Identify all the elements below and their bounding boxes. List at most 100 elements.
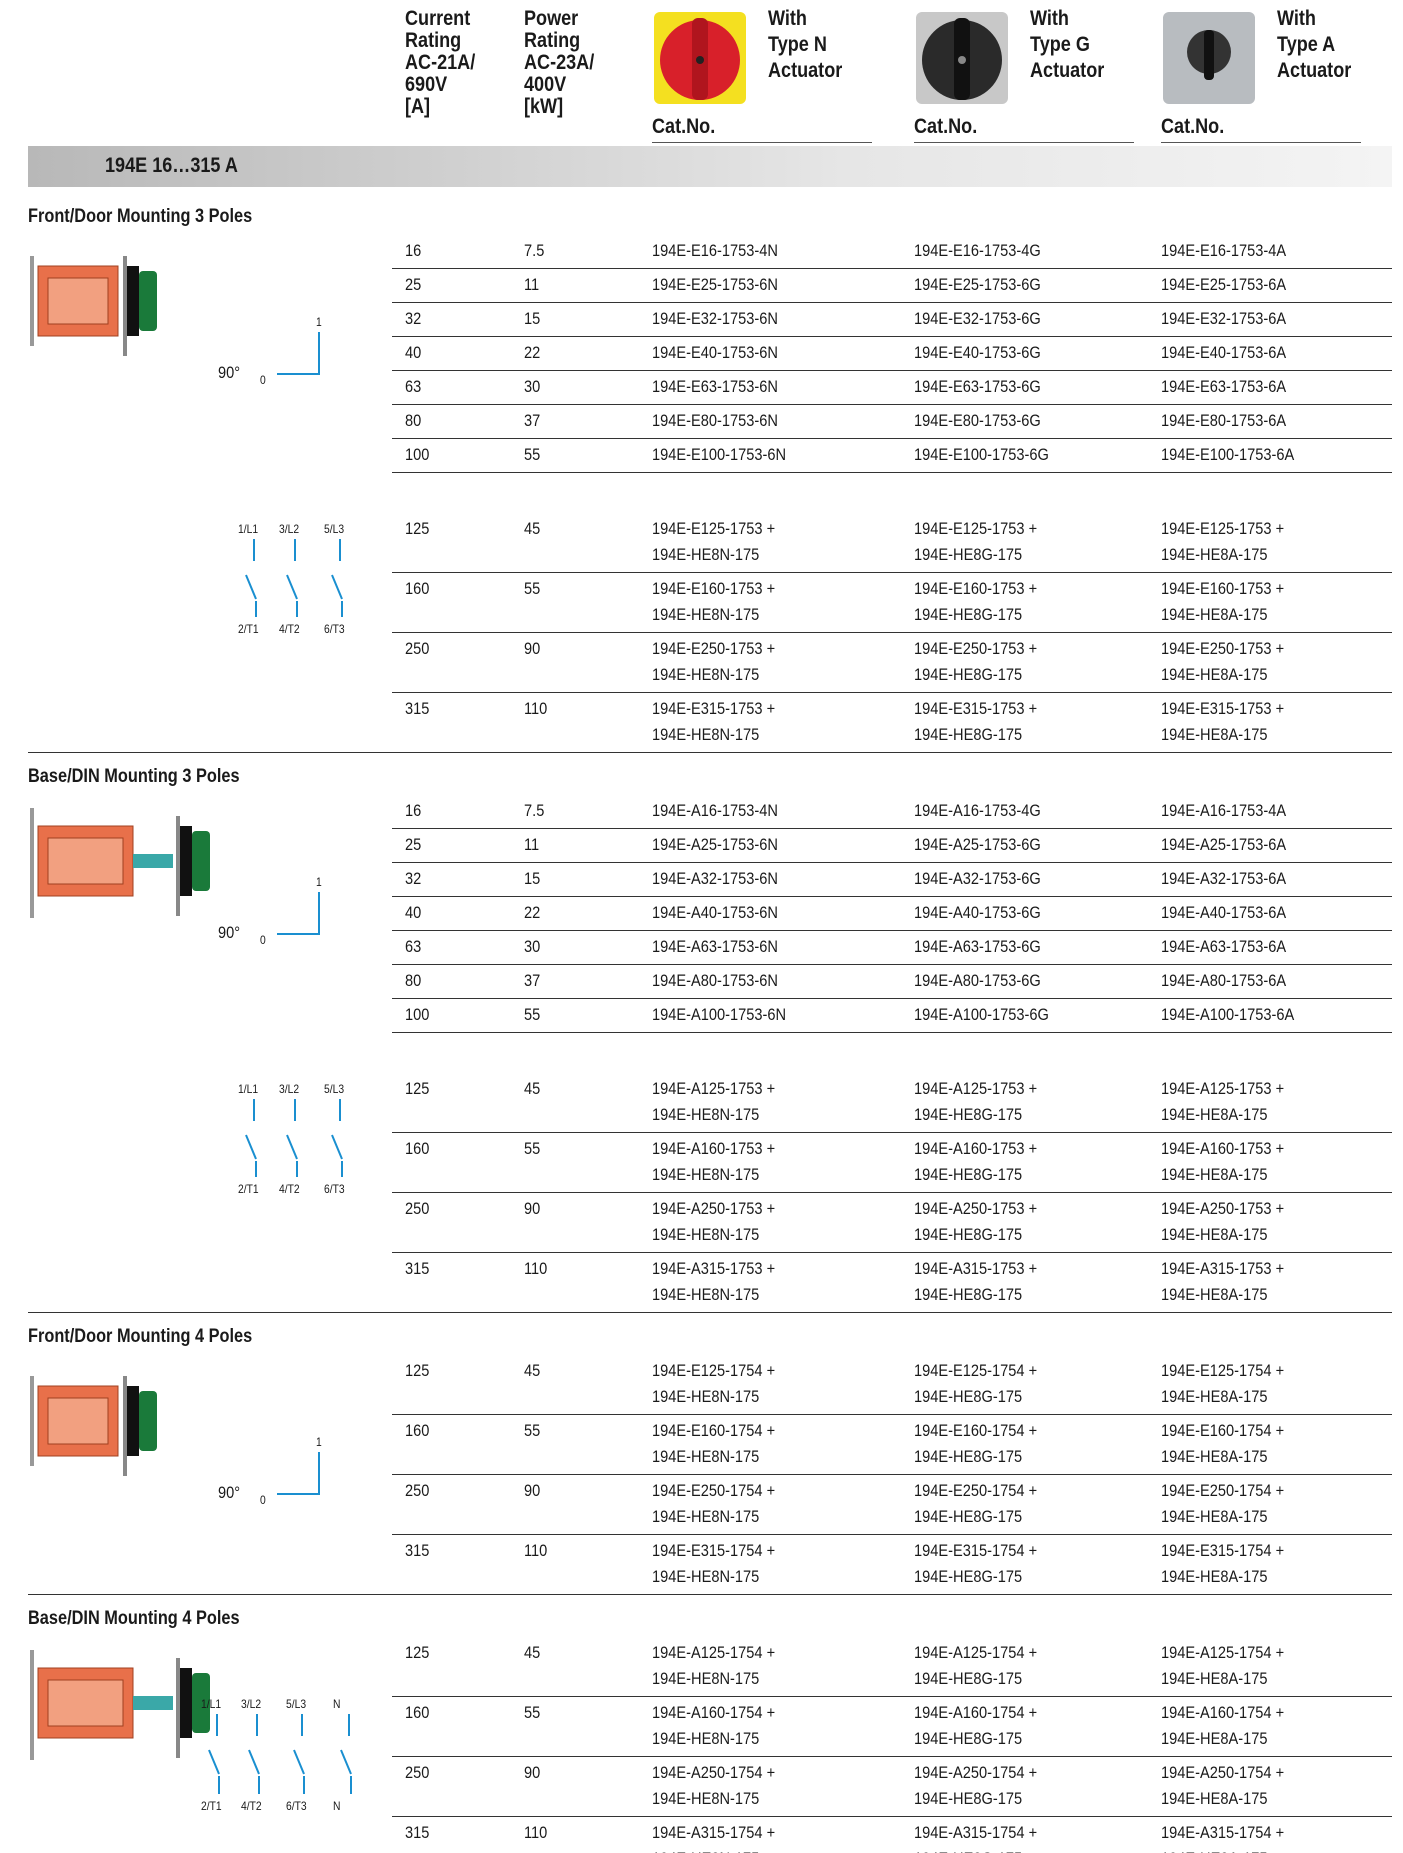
current-rating: 32	[405, 309, 422, 328]
cat-no: 194E-A315-1754 +	[914, 1823, 1038, 1842]
pole-label: 6/T3	[324, 1182, 345, 1196]
angle-label: 90°	[218, 363, 241, 382]
power-rating: 90	[524, 1481, 541, 1500]
cat-no: 194E-A160-1754 +	[1161, 1703, 1285, 1722]
cat-no: 194E-A16-1753-4A	[1161, 801, 1287, 820]
pole-switch	[245, 1099, 257, 1177]
row-rule	[392, 1534, 1392, 1535]
cat-no: 194E-A40-1753-6N	[652, 903, 778, 922]
cat-no: 194E-E40-1753-6N	[652, 343, 778, 362]
cat-no: 194E-E125-1754 +	[914, 1361, 1038, 1380]
type-g-image	[916, 12, 1008, 104]
current-rating: 315	[405, 699, 430, 718]
row-rule	[392, 336, 1392, 337]
cat-no: 194E-A250-1754 +	[652, 1763, 776, 1782]
cat-no: 194E-A25-1753-6A	[1161, 835, 1287, 854]
cat-no: 194E-HE8A-175	[1161, 605, 1268, 624]
cat-no: 194E-A160-1753 +	[652, 1139, 776, 1158]
cat-no: 194E-A63-1753-6G	[914, 937, 1041, 956]
cat-no: 194E-HE8G-175	[914, 1105, 1023, 1124]
cat-no: 194E-A100-1753-6N	[652, 1005, 787, 1024]
row-rule	[392, 632, 1392, 633]
cat-no: 194E-A40-1753-6A	[1161, 903, 1287, 922]
cat-no: 194E-A315-1753 +	[652, 1259, 776, 1278]
pole-label: 5/L3	[324, 1082, 345, 1096]
row-rule	[392, 572, 1392, 573]
power-rating: 90	[524, 1763, 541, 1782]
power-rating: 55	[524, 1005, 541, 1024]
column-heading: With	[1030, 7, 1069, 30]
row-rule	[392, 438, 1392, 439]
current-rating: 250	[405, 639, 430, 658]
type-n-image	[654, 12, 746, 104]
power-rating: 55	[524, 579, 541, 598]
cat-no-heading: Cat.No.	[914, 115, 978, 138]
power-rating: 45	[524, 1079, 541, 1098]
power-rating: 11	[524, 275, 540, 294]
column-heading: Type G	[1030, 33, 1090, 56]
cat-no: 194E-A250-1754 +	[914, 1763, 1038, 1782]
cat-no: 194E-HE8G-175	[914, 605, 1023, 624]
cat-no: 194E-E63-1753-6A	[1161, 377, 1287, 396]
power-rating: 37	[524, 971, 541, 990]
current-rating: 16	[405, 801, 422, 820]
column-heading: Actuator	[1030, 59, 1105, 82]
row-rule	[1161, 142, 1361, 143]
power-rating: 90	[524, 639, 541, 658]
current-rating: 315	[405, 1541, 430, 1560]
current-rating: 160	[405, 1139, 430, 1158]
cat-no: 194E-A80-1753-6N	[652, 971, 778, 990]
column-heading: 400V	[524, 73, 567, 96]
power-rating: 45	[524, 1361, 541, 1380]
pole-switch	[208, 1714, 220, 1794]
cat-no: 194E-A40-1753-6G	[914, 903, 1041, 922]
row-rule	[28, 1312, 1392, 1313]
cat-no: 194E-E63-1753-6N	[652, 377, 778, 396]
cat-no: 194E-E80-1753-6N	[652, 411, 778, 430]
pole-switch	[286, 539, 298, 617]
cat-no: 194E-A125-1753 +	[652, 1079, 776, 1098]
current-rating: 125	[405, 519, 430, 538]
cat-no: 194E-HE8N-175	[652, 665, 760, 684]
cat-no: 194E-A125-1754 +	[1161, 1643, 1285, 1662]
cat-no: 194E-A80-1753-6A	[1161, 971, 1287, 990]
cat-no: 194E-A250-1754 +	[1161, 1763, 1285, 1782]
pole-switch	[245, 539, 257, 617]
cat-no: 194E-HE8A-175	[1161, 1567, 1268, 1586]
contactor-drawing	[30, 256, 157, 356]
cat-no: 194E-E315-1754 +	[914, 1541, 1038, 1560]
cat-no: 194E-HE8A-175	[1161, 1729, 1268, 1748]
cat-no: 194E-HE8N-175	[652, 1669, 760, 1688]
cat-no: 194E-E25-1753-6A	[1161, 275, 1287, 294]
cat-no: 194E-HE8G-175	[914, 665, 1023, 684]
cat-no: 194E-HE8G-175	[914, 1729, 1023, 1748]
pole-label: 5/L3	[324, 522, 345, 536]
cat-no: 194E-A63-1753-6N	[652, 937, 778, 956]
cat-no: 194E-A160-1754 +	[652, 1703, 776, 1722]
pole-label: 3/L2	[241, 1697, 262, 1711]
contactor-drawing	[30, 1376, 157, 1476]
cat-no: 194E-HE8G-175	[914, 1567, 1023, 1586]
row-rule	[392, 1696, 1392, 1697]
row-rule	[392, 1816, 1392, 1817]
cat-no: 194E-HE8G-175	[914, 725, 1023, 744]
cat-no: 194E-E160-1754 +	[914, 1421, 1038, 1440]
cat-no: 194E-HE8A-175	[1161, 1789, 1268, 1808]
cat-no: 194E-A100-1753-6G	[914, 1005, 1049, 1024]
cat-no: 194E-A160-1753 +	[914, 1139, 1038, 1158]
section-band	[28, 146, 1392, 187]
cat-no: 194E-A160-1754 +	[914, 1703, 1038, 1722]
row-rule	[392, 1132, 1392, 1133]
pole-label: N	[333, 1697, 341, 1711]
pole-label: 1/L1	[238, 1082, 259, 1096]
cat-no: 194E-E160-1753 +	[1161, 579, 1285, 598]
power-rating: 55	[524, 445, 541, 464]
cat-no: 194E-E125-1753 +	[1161, 519, 1285, 538]
pole-label: 4/T2	[279, 622, 300, 636]
cat-no: 194E-E16-1753-4G	[914, 241, 1041, 260]
cat-no: 194E-A160-1753 +	[1161, 1139, 1285, 1158]
cat-no: 194E-HE8A-175	[1161, 1848, 1267, 1853]
cat-no: 194E-E250-1754 +	[914, 1481, 1038, 1500]
current-rating: 25	[405, 835, 422, 854]
angle-symbol	[277, 1452, 320, 1495]
